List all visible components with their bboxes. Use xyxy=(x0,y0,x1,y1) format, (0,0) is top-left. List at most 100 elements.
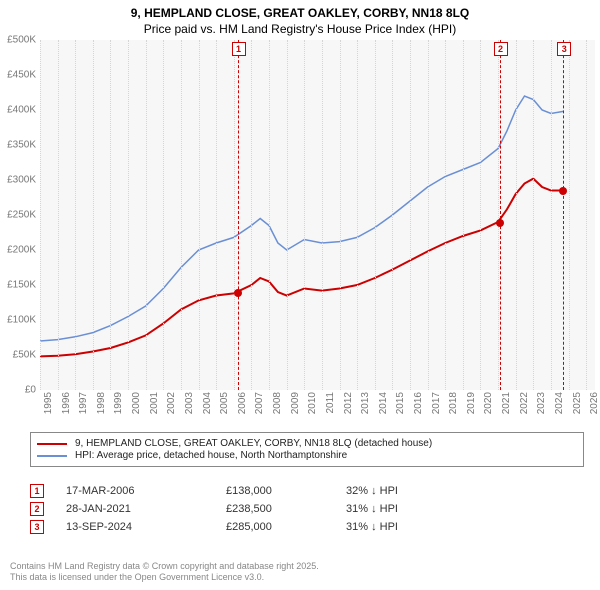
x-tick-label: 2000 xyxy=(131,392,142,414)
x-tick-label: 1998 xyxy=(96,392,107,414)
x-tick-label: 2022 xyxy=(519,392,530,414)
grid-line xyxy=(287,40,288,390)
grid-line xyxy=(569,40,570,390)
y-tick-label: £150K xyxy=(7,280,36,291)
x-tick-label: 2005 xyxy=(219,392,230,414)
grid-line xyxy=(410,40,411,390)
x-tick-label: 1995 xyxy=(43,392,54,414)
x-tick-label: 2004 xyxy=(202,392,213,414)
x-tick-label: 2003 xyxy=(184,392,195,414)
legend-label: HPI: Average price, detached house, Nort… xyxy=(75,450,347,461)
x-tick-label: 2017 xyxy=(431,392,442,414)
event-date: 28-JAN-2021 xyxy=(66,503,226,515)
y-axis: £0£50K£100K£150K£200K£250K£300K£350K£400… xyxy=(0,40,40,420)
event-row: 2 28-JAN-2021£238,50031% ↓ HPI xyxy=(30,502,570,516)
event-marker-line xyxy=(238,40,239,390)
grid-line xyxy=(163,40,164,390)
event-row-badge: 2 xyxy=(30,502,44,516)
title-address: 9, HEMPLAND CLOSE, GREAT OAKLEY, CORBY, … xyxy=(0,6,600,20)
chart-container: 9, HEMPLAND CLOSE, GREAT OAKLEY, CORBY, … xyxy=(0,0,600,590)
grid-line xyxy=(428,40,429,390)
x-tick-label: 1997 xyxy=(78,392,89,414)
event-price: £238,500 xyxy=(226,503,346,515)
event-diff: 31% ↓ HPI xyxy=(346,503,466,515)
grid-line xyxy=(146,40,147,390)
grid-line xyxy=(269,40,270,390)
event-marker-badge: 1 xyxy=(232,42,246,56)
grid-line xyxy=(586,40,587,390)
event-price: £138,000 xyxy=(226,485,346,497)
event-row: 117-MAR-2006£138,00032% ↓ HPI xyxy=(30,484,570,498)
y-tick-label: £200K xyxy=(7,245,36,256)
legend-swatch xyxy=(37,443,67,445)
event-date: 13-SEP-2024 xyxy=(66,521,226,533)
event-marker-dot xyxy=(496,219,504,227)
grid-line xyxy=(533,40,534,390)
event-row-badge: 3 xyxy=(30,520,44,534)
event-row-badge: 1 xyxy=(30,484,44,498)
grid-line xyxy=(110,40,111,390)
x-tick-label: 2010 xyxy=(307,392,318,414)
event-marker-line xyxy=(563,40,564,390)
grid-line xyxy=(93,40,94,390)
title-block: 9, HEMPLAND CLOSE, GREAT OAKLEY, CORBY, … xyxy=(0,0,600,36)
chart-svg xyxy=(40,40,595,390)
event-diff: 31% ↓ HPI xyxy=(346,521,466,533)
y-tick-label: £500K xyxy=(7,35,36,46)
event-marker-dot xyxy=(559,187,567,195)
x-tick-label: 2007 xyxy=(254,392,265,414)
event-marker-line xyxy=(500,40,501,390)
footer-line1: Contains HM Land Registry data © Crown c… xyxy=(10,561,590,573)
events-table: 117-MAR-2006£138,00032% ↓ HPI228-JAN-202… xyxy=(30,480,570,538)
y-tick-label: £300K xyxy=(7,175,36,186)
grid-line xyxy=(463,40,464,390)
x-tick-label: 2026 xyxy=(589,392,600,414)
x-tick-label: 2016 xyxy=(413,392,424,414)
x-tick-label: 2011 xyxy=(325,392,336,414)
y-tick-label: £0 xyxy=(25,385,36,396)
y-tick-label: £250K xyxy=(7,210,36,221)
x-tick-label: 2014 xyxy=(378,392,389,414)
x-tick-label: 2008 xyxy=(272,392,283,414)
grid-line xyxy=(392,40,393,390)
grid-line xyxy=(516,40,517,390)
x-tick-label: 2002 xyxy=(166,392,177,414)
price-paid-line xyxy=(40,179,563,357)
x-tick-label: 1996 xyxy=(61,392,72,414)
x-tick-label: 2012 xyxy=(343,392,354,414)
y-tick-label: £450K xyxy=(7,70,36,81)
grid-line xyxy=(340,40,341,390)
x-tick-label: 2021 xyxy=(501,392,512,414)
x-tick-label: 1999 xyxy=(113,392,124,414)
event-marker-badge: 3 xyxy=(557,42,571,56)
chart-area: £0£50K£100K£150K£200K£250K£300K£350K£400… xyxy=(0,40,600,420)
legend-row: HPI: Average price, detached house, Nort… xyxy=(37,450,577,461)
x-tick-label: 2024 xyxy=(554,392,565,414)
x-tick-label: 2020 xyxy=(483,392,494,414)
grid-line xyxy=(445,40,446,390)
legend-swatch xyxy=(37,455,67,457)
x-tick-label: 2013 xyxy=(360,392,371,414)
grid-line xyxy=(322,40,323,390)
grid-line xyxy=(551,40,552,390)
footer-line2: This data is licensed under the Open Gov… xyxy=(10,572,590,584)
x-tick-label: 2009 xyxy=(290,392,301,414)
x-tick-label: 2023 xyxy=(536,392,547,414)
x-tick-label: 2018 xyxy=(448,392,459,414)
grid-line xyxy=(181,40,182,390)
title-subtitle: Price paid vs. HM Land Registry's House … xyxy=(0,22,600,36)
event-price: £285,000 xyxy=(226,521,346,533)
grid-line xyxy=(75,40,76,390)
event-date: 17-MAR-2006 xyxy=(66,485,226,497)
y-tick-label: £100K xyxy=(7,315,36,326)
grid-line xyxy=(216,40,217,390)
legend: 9, HEMPLAND CLOSE, GREAT OAKLEY, CORBY, … xyxy=(30,432,584,467)
grid-line xyxy=(375,40,376,390)
y-tick-label: £50K xyxy=(13,350,36,361)
grid-line xyxy=(128,40,129,390)
x-tick-label: 2015 xyxy=(395,392,406,414)
x-tick-label: 2006 xyxy=(237,392,248,414)
plot-area: 123 xyxy=(40,40,595,390)
footer: Contains HM Land Registry data © Crown c… xyxy=(10,561,590,584)
event-row: 3 13-SEP-2024£285,00031% ↓ HPI xyxy=(30,520,570,534)
